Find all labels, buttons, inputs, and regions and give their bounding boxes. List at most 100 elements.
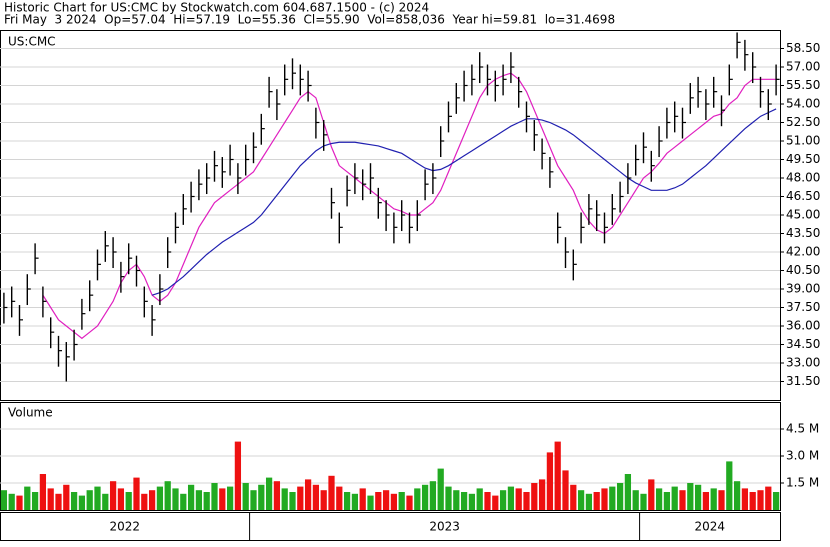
y-tick-label: 33.00 bbox=[786, 356, 820, 370]
volume-bar bbox=[437, 468, 444, 510]
volume-bar bbox=[367, 495, 374, 510]
volume-bar bbox=[702, 492, 710, 510]
volume-bar bbox=[281, 488, 288, 510]
volume-bar bbox=[31, 492, 39, 510]
volume-bar bbox=[94, 486, 101, 510]
volume-bar bbox=[757, 490, 764, 510]
y-tick-label: 4.5 M bbox=[786, 422, 819, 436]
volume-bar bbox=[694, 484, 702, 510]
volume-bar bbox=[577, 490, 585, 510]
volume-bar bbox=[351, 493, 359, 510]
symbol-label: US:CMC bbox=[8, 35, 56, 49]
marks-layer bbox=[0, 32, 780, 510]
volume-bar bbox=[468, 493, 476, 510]
y-tick-label: 45.00 bbox=[786, 208, 820, 222]
volume-bar bbox=[141, 493, 148, 510]
volume-bar bbox=[343, 492, 351, 510]
volume-bar bbox=[265, 477, 273, 510]
volume-bar bbox=[609, 486, 616, 510]
y-tick-label: 46.50 bbox=[786, 189, 820, 203]
volume-bar bbox=[390, 493, 398, 510]
volume-bar bbox=[320, 490, 327, 510]
volume-bar bbox=[109, 481, 117, 510]
y-tick-label: 39.00 bbox=[786, 282, 820, 296]
moving-average-line bbox=[151, 108, 777, 296]
y-tick-label: 34.50 bbox=[786, 337, 820, 351]
volume-bar bbox=[538, 479, 546, 510]
y-tick-label: 36.00 bbox=[786, 319, 820, 333]
volume-bar bbox=[359, 488, 366, 510]
volume-bar bbox=[476, 488, 483, 510]
y-tick-label: 37.50 bbox=[786, 300, 820, 314]
volume-bar bbox=[460, 492, 468, 510]
volume-bar bbox=[445, 486, 452, 510]
y-tick-label: 42.00 bbox=[786, 245, 820, 259]
volume-bar bbox=[601, 488, 608, 510]
volume-bar bbox=[273, 481, 281, 510]
volume-bar bbox=[484, 492, 491, 510]
volume-bar bbox=[39, 474, 47, 510]
grid-layer bbox=[0, 48, 780, 484]
volume-bar bbox=[336, 486, 343, 510]
volume-bar bbox=[63, 484, 70, 510]
volume-bar bbox=[16, 495, 23, 510]
volume-bar bbox=[172, 488, 179, 510]
x-tick-label: 2022 bbox=[110, 520, 141, 534]
volume-bar bbox=[523, 492, 530, 510]
chart-subtitle: Fri May 3 2024 Op=57.04 Hi=57.19 Lo=55.3… bbox=[4, 13, 615, 27]
volume-bar bbox=[546, 452, 554, 510]
volume-bar bbox=[117, 488, 125, 510]
volume-bar bbox=[616, 483, 624, 510]
volume-bar bbox=[671, 486, 678, 510]
volume-bar bbox=[0, 490, 8, 510]
volume-bar bbox=[421, 484, 429, 510]
volume-bar bbox=[414, 488, 421, 510]
x-tick-label: 2023 bbox=[429, 520, 460, 534]
volume-bar bbox=[655, 488, 663, 510]
y-tick-label: 31.50 bbox=[786, 374, 820, 388]
volume-bar bbox=[687, 483, 694, 510]
volume-bar bbox=[531, 483, 538, 510]
x-axis-panel bbox=[0, 512, 781, 541]
y-tick-label: 55.50 bbox=[786, 78, 820, 92]
volume-bar bbox=[499, 490, 507, 510]
volume-bar bbox=[289, 492, 296, 510]
volume-bar bbox=[24, 486, 31, 510]
x-tick-label: 2024 bbox=[695, 520, 726, 534]
volume-bar bbox=[741, 488, 749, 510]
volume-bar bbox=[8, 493, 15, 510]
volume-label: Volume bbox=[8, 406, 53, 420]
volume-bar bbox=[226, 486, 234, 510]
volume-bar bbox=[258, 484, 265, 510]
chart-title: Historic Chart for US:CMC by Stockwatch.… bbox=[4, 1, 429, 15]
volume-bar bbox=[203, 492, 210, 510]
y-tick-label: 51.00 bbox=[786, 134, 820, 148]
volume-bar bbox=[593, 492, 600, 510]
volume-bar bbox=[648, 479, 655, 510]
volume-bar bbox=[554, 441, 561, 510]
y-tick-label: 58.50 bbox=[786, 41, 820, 55]
y-tick-label: 52.50 bbox=[786, 115, 820, 129]
volume-bar bbox=[164, 481, 171, 510]
volume-bar bbox=[570, 484, 577, 510]
volume-bar bbox=[180, 493, 187, 510]
volume-bar bbox=[156, 486, 164, 510]
volume-bar bbox=[219, 488, 226, 510]
y-tick-label: 54.00 bbox=[786, 97, 820, 111]
volume-bar bbox=[718, 490, 725, 510]
volume-bar bbox=[398, 492, 405, 510]
volume-bar bbox=[406, 495, 413, 510]
volume-bar bbox=[733, 481, 741, 510]
volume-bar bbox=[312, 484, 320, 510]
y-tick-label: 48.00 bbox=[786, 171, 820, 185]
volume-bar bbox=[187, 484, 195, 510]
volume-bar bbox=[250, 490, 257, 510]
volume-bar bbox=[749, 492, 756, 510]
y-tick-label: 3.0 M bbox=[786, 449, 819, 463]
volume-bar bbox=[453, 490, 460, 510]
volume-bar bbox=[624, 474, 632, 510]
volume-bar bbox=[328, 475, 335, 510]
volume-bar bbox=[710, 488, 717, 510]
volume-bar bbox=[382, 490, 390, 510]
